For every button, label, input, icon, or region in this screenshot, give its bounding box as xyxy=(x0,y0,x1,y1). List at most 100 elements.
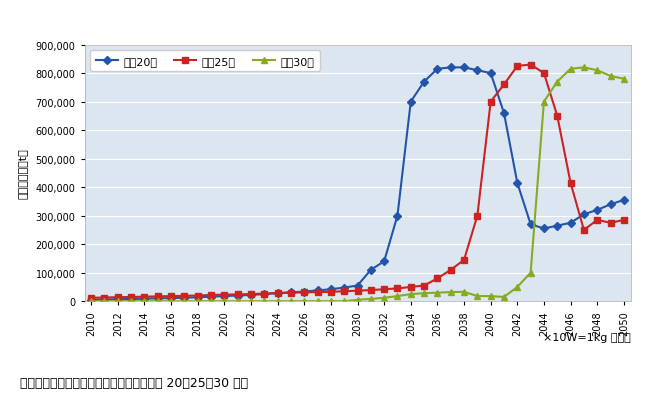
寿命20年 xyxy=(140,297,148,301)
寿命30年 xyxy=(341,299,348,304)
寿命25年 xyxy=(540,71,548,76)
寿命25年 xyxy=(114,295,122,300)
寿命20年 xyxy=(407,100,415,105)
寿命30年 xyxy=(314,299,322,304)
寿命25年 xyxy=(473,214,481,218)
寿命20年 xyxy=(220,294,228,299)
Text: ×10W=1kg で換算: ×10W=1kg で換算 xyxy=(543,332,630,342)
寿命20年 xyxy=(261,292,268,297)
寿命20年 xyxy=(341,285,348,290)
寿命25年 xyxy=(207,293,215,298)
寿命20年 xyxy=(354,283,361,288)
寿命30年 xyxy=(101,299,109,304)
Text: 図　太陽電池モジュール排出見込量（寿命 20、25、30 年）: 図 太陽電池モジュール排出見込量（寿命 20、25、30 年） xyxy=(20,376,248,389)
寿命20年 xyxy=(327,287,335,292)
寿命25年 xyxy=(580,228,588,233)
寿命25年 xyxy=(526,63,534,68)
寿命25年 xyxy=(553,114,561,119)
寿命25年 xyxy=(101,295,109,300)
寿命30年 xyxy=(526,271,534,275)
寿命25年 xyxy=(167,294,175,299)
寿命25年 xyxy=(393,286,401,291)
寿命30年 xyxy=(140,299,148,304)
寿命20年 xyxy=(247,293,255,298)
寿命30年 xyxy=(606,74,614,79)
寿命20年 xyxy=(593,208,601,213)
Line: 寿命30年: 寿命30年 xyxy=(88,65,627,304)
寿命25年 xyxy=(460,258,468,263)
寿命20年 xyxy=(287,290,295,295)
寿命30年 xyxy=(114,299,122,304)
寿命20年 xyxy=(194,295,202,300)
寿命30年 xyxy=(287,299,295,304)
寿命25年 xyxy=(300,290,308,295)
寿命30年 xyxy=(247,299,255,304)
寿命25年 xyxy=(140,294,148,299)
寿命20年 xyxy=(620,198,628,203)
寿命20年 xyxy=(473,69,481,74)
寿命20年 xyxy=(526,222,534,227)
寿命20年 xyxy=(460,66,468,71)
寿命25年 xyxy=(181,294,188,299)
寿命20年 xyxy=(274,291,281,296)
寿命30年 xyxy=(87,299,95,304)
寿命20年 xyxy=(553,223,561,228)
寿命25年 xyxy=(154,294,162,299)
寿命30年 xyxy=(580,66,588,71)
Legend: 寿命20年, 寿命25年, 寿命30年: 寿命20年, 寿命25年, 寿命30年 xyxy=(90,51,320,72)
寿命25年 xyxy=(220,292,228,297)
寿命25年 xyxy=(247,292,255,297)
寿命30年 xyxy=(220,299,228,304)
寿命20年 xyxy=(514,181,521,186)
寿命20年 xyxy=(207,294,215,299)
寿命25年 xyxy=(261,291,268,296)
寿命30年 xyxy=(127,299,135,304)
寿命30年 xyxy=(207,299,215,304)
寿命30年 xyxy=(393,294,401,299)
寿命30年 xyxy=(181,299,188,304)
寿命20年 xyxy=(487,71,495,76)
寿命25年 xyxy=(420,283,428,288)
寿命25年 xyxy=(380,287,388,292)
寿命30年 xyxy=(354,298,361,303)
寿命25年 xyxy=(287,290,295,295)
寿命20年 xyxy=(434,67,441,72)
寿命25年 xyxy=(487,100,495,105)
寿命20年 xyxy=(567,221,575,226)
寿命20年 xyxy=(154,296,162,301)
寿命30年 xyxy=(154,299,162,304)
寿命20年 xyxy=(580,212,588,217)
寿命30年 xyxy=(460,290,468,294)
寿命25年 xyxy=(606,221,614,226)
寿命25年 xyxy=(620,218,628,223)
寿命25年 xyxy=(434,276,441,281)
寿命30年 xyxy=(434,290,441,295)
寿命30年 xyxy=(407,292,415,297)
寿命20年 xyxy=(167,296,175,301)
寿命25年 xyxy=(127,295,135,300)
寿命25年 xyxy=(514,64,521,69)
寿命30年 xyxy=(500,295,508,300)
寿命20年 xyxy=(114,297,122,302)
寿命20年 xyxy=(367,268,374,273)
寿命30年 xyxy=(473,294,481,299)
Line: 寿命20年: 寿命20年 xyxy=(88,65,627,303)
寿命25年 xyxy=(314,290,322,295)
寿命30年 xyxy=(167,299,175,304)
寿命30年 xyxy=(234,299,242,304)
寿命30年 xyxy=(261,299,268,304)
寿命30年 xyxy=(194,299,202,304)
寿命20年 xyxy=(101,297,109,302)
寿命30年 xyxy=(593,69,601,74)
寿命25年 xyxy=(87,296,95,301)
寿命25年 xyxy=(500,83,508,88)
寿命30年 xyxy=(447,290,454,295)
寿命30年 xyxy=(380,296,388,301)
寿命20年 xyxy=(300,290,308,294)
寿命20年 xyxy=(606,202,614,207)
寿命20年 xyxy=(500,111,508,116)
寿命25年 xyxy=(274,291,281,296)
Line: 寿命25年: 寿命25年 xyxy=(88,63,627,301)
寿命30年 xyxy=(620,77,628,82)
寿命30年 xyxy=(300,299,308,304)
